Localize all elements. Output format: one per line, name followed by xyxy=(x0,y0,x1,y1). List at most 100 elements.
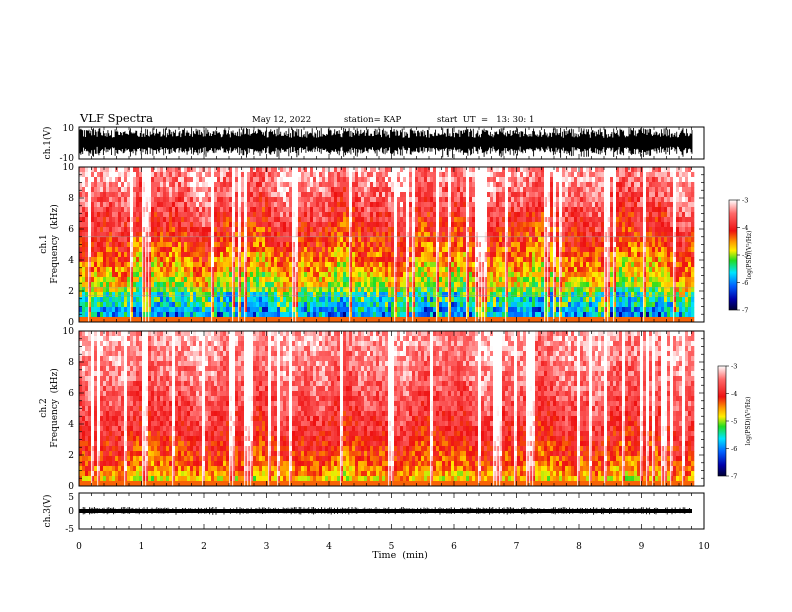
spectrogram-cell xyxy=(253,272,257,278)
spectrogram-cell xyxy=(295,287,299,293)
spectrogram-cell xyxy=(214,227,218,233)
spectrogram-cell xyxy=(376,312,380,318)
spectrogram-cell xyxy=(244,177,248,183)
spectrogram-cell xyxy=(139,227,143,233)
spectrogram-cell xyxy=(478,247,482,253)
spectrogram-cell xyxy=(274,182,278,188)
spectrogram-cell xyxy=(328,207,332,213)
spectrogram-cell xyxy=(526,172,530,178)
spectrogram-cell xyxy=(139,167,143,173)
spectrogram-cell xyxy=(433,302,437,308)
spectrogram-cell xyxy=(364,172,368,178)
spectrogram-cell xyxy=(535,232,539,238)
spectrogram-cell xyxy=(397,182,401,188)
spectrogram-cell xyxy=(430,182,434,188)
spectrogram-cell xyxy=(427,222,431,228)
spectrogram-cell xyxy=(262,307,266,313)
spectrogram-cell xyxy=(547,227,551,233)
spectrogram-cell xyxy=(280,297,284,303)
spectrogram-cell xyxy=(121,252,125,258)
spectrogram-impulse xyxy=(478,167,480,322)
spectrogram-cell xyxy=(157,252,161,258)
spectrogram-cell xyxy=(238,272,242,278)
spectrogram-cell xyxy=(196,197,200,203)
spectrogram-cell xyxy=(178,302,182,308)
spectrogram-cell xyxy=(484,197,488,203)
spectrogram-cell xyxy=(148,192,152,198)
spectrogram-cell xyxy=(475,172,479,178)
spectrogram-cell xyxy=(184,287,188,293)
spectrogram-cell xyxy=(373,227,377,233)
spectrogram-cell xyxy=(97,167,101,173)
spectrogram-cell xyxy=(460,212,464,218)
spectrogram-cell xyxy=(253,247,257,253)
spectrogram-cell xyxy=(511,227,515,233)
spectrogram-cell xyxy=(310,212,314,218)
spectrogram-cell xyxy=(226,247,230,253)
spectrogram-cell xyxy=(241,267,245,273)
spectrogram-cell xyxy=(502,297,506,303)
spectrogram-cell xyxy=(496,307,500,313)
spectrogram-cell xyxy=(130,252,134,258)
spectrogram-cell xyxy=(451,177,455,183)
spectrogram-cell xyxy=(259,257,263,263)
spectrogram-cell xyxy=(127,172,131,178)
spectrogram-cell xyxy=(460,237,464,243)
spectrogram-cell xyxy=(493,237,497,243)
spectrogram-cell xyxy=(532,302,536,308)
spectrogram-cell xyxy=(244,272,248,278)
spectrogram-cell xyxy=(436,177,440,183)
spectrogram-cell xyxy=(538,207,542,213)
spectrogram-cell xyxy=(256,207,260,213)
spectrogram-impulse xyxy=(481,167,483,322)
spectrogram-cell xyxy=(307,167,311,173)
spectrogram-cell xyxy=(499,197,503,203)
spectrogram-cell xyxy=(82,317,86,322)
spectrogram-cell xyxy=(376,267,380,273)
spectrogram-cell xyxy=(295,217,299,223)
spectrogram-cell xyxy=(358,167,362,173)
spectrogram-cell xyxy=(268,252,272,258)
spectrogram-cell xyxy=(211,312,215,318)
spectrogram-cell xyxy=(337,207,341,213)
spectrogram-cell xyxy=(127,232,131,238)
spectrogram-cell xyxy=(334,312,338,318)
spectrogram-cell xyxy=(325,247,329,253)
spectrogram-cell xyxy=(487,212,491,218)
spectrogram-cell xyxy=(532,212,536,218)
spectrogram-cell xyxy=(277,252,281,258)
spectrogram-cell xyxy=(106,177,110,183)
spectrogram-cell xyxy=(517,252,521,258)
spectrogram-cell xyxy=(163,187,167,193)
spectrogram-cell xyxy=(331,222,335,228)
spectrogram-cell xyxy=(259,302,263,308)
spectrogram-cell xyxy=(517,227,521,233)
spectrogram-cell xyxy=(409,167,413,173)
spectrogram-cell xyxy=(556,312,560,318)
spectrogram-cell xyxy=(205,312,209,318)
spectrogram-cell xyxy=(94,167,98,173)
spectrogram-cell xyxy=(106,297,110,303)
spectrogram-cell xyxy=(439,262,443,268)
spectrogram-cell xyxy=(295,307,299,313)
spectrogram-cell xyxy=(319,302,323,308)
spectrogram-cell xyxy=(517,197,521,203)
spectrogram-cell xyxy=(160,292,164,298)
spectrogram-cell xyxy=(397,222,401,228)
spectrogram-cell xyxy=(256,197,260,203)
spectrogram-cell xyxy=(157,227,161,233)
spectrogram-cell xyxy=(433,287,437,293)
spectrogram-cell xyxy=(400,242,404,248)
spectrogram-cell xyxy=(526,317,530,322)
spectrogram-cell xyxy=(88,302,92,308)
spectrogram-cell xyxy=(94,297,98,303)
spectrogram-cell xyxy=(208,297,212,303)
spectrogram-cell xyxy=(319,277,323,283)
spectrogram-cell xyxy=(262,312,266,318)
spectrogram-cell xyxy=(484,232,488,238)
spectrogram-cell xyxy=(511,202,515,208)
spectrogram-cell xyxy=(424,212,428,218)
spectrogram-cell xyxy=(316,292,320,298)
spectrogram-cell xyxy=(283,242,287,248)
spectrogram-cell xyxy=(508,192,512,198)
